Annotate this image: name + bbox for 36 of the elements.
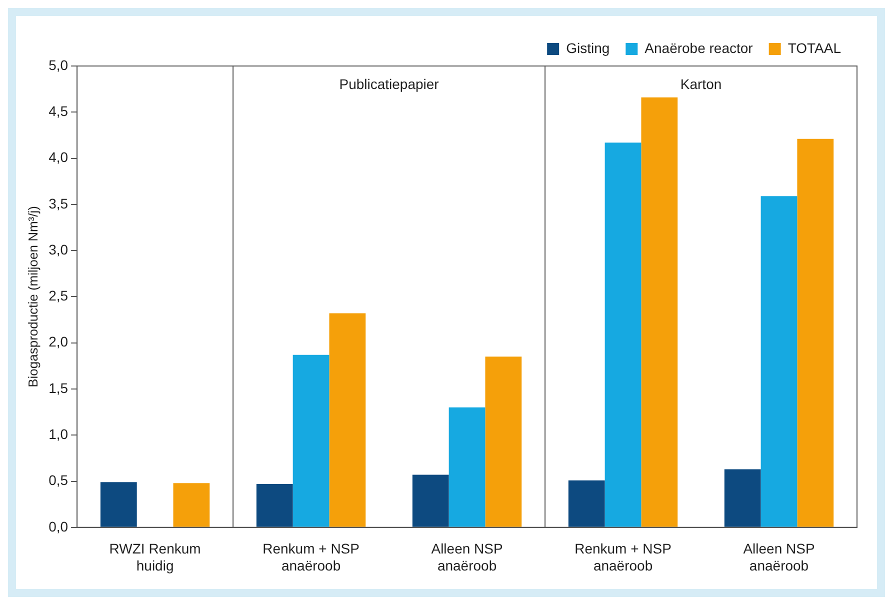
x-tick-label: Renkum + NSP anaëroob <box>262 540 360 574</box>
bar <box>797 138 834 527</box>
x-tick-label: Renkum + NSP anaëroob <box>574 540 672 574</box>
legend-label: TOTAAL <box>788 40 842 56</box>
annotation: Karton <box>680 76 722 92</box>
x-tick-label: Alleen NSP anaëroob <box>431 540 503 574</box>
y-tick-label: 1,0 <box>48 426 68 442</box>
bar <box>485 356 522 527</box>
legend-label: Gisting <box>566 40 610 56</box>
bar <box>292 354 330 527</box>
bar <box>412 474 449 527</box>
bar <box>329 313 366 527</box>
bar <box>760 196 798 527</box>
y-tick-label: 0,5 <box>48 472 68 488</box>
legend-label: Anaërobe reactor <box>644 40 754 56</box>
y-tick-label: 0,0 <box>48 518 68 534</box>
y-tick-label: 3,5 <box>48 195 68 212</box>
y-tick-label: 3,0 <box>48 241 68 258</box>
y-tick-label: 5,0 <box>48 56 68 73</box>
y-tick-label: 1,5 <box>48 380 68 396</box>
bar <box>256 484 293 527</box>
bar <box>568 480 605 527</box>
x-tick-label: Alleen NSP anaëroob <box>743 540 815 574</box>
y-tick-label: 4,0 <box>48 149 68 166</box>
bar <box>604 142 642 527</box>
bar <box>724 469 761 527</box>
annotation: Publicatiepapier <box>339 76 440 92</box>
y-tick-label: 4,5 <box>48 103 68 119</box>
bar <box>641 97 678 527</box>
y-axis-title: Biogasproductie (miljoen Nm³/j) <box>25 206 40 388</box>
y-tick-label: 2,0 <box>48 334 68 350</box>
x-tick-label: RWZI Renkum huidig <box>109 540 201 574</box>
bar <box>173 483 210 527</box>
y-tick-label: 2,5 <box>48 288 68 304</box>
bar <box>448 407 486 527</box>
bar <box>100 482 137 527</box>
